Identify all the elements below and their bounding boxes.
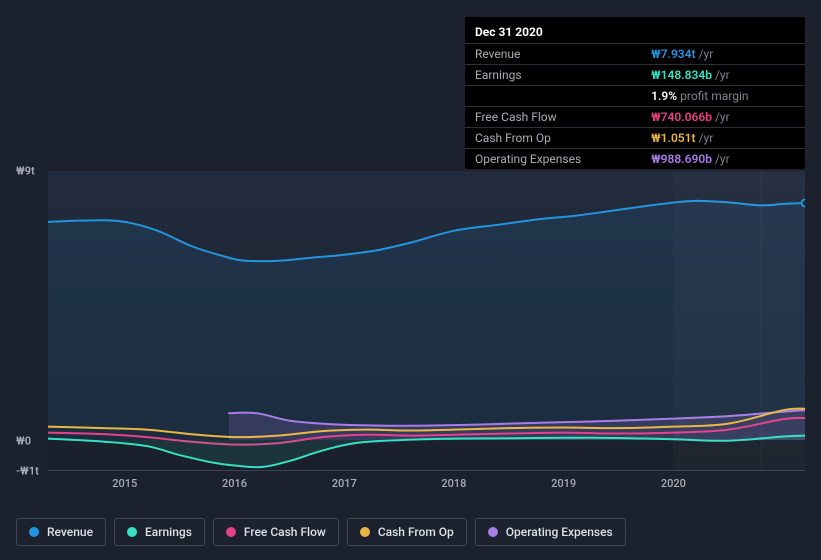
legend-item[interactable]: Revenue [16, 518, 106, 546]
forecast-highlight-band [673, 171, 805, 470]
x-axis-tick: 2020 [661, 477, 686, 490]
y-axis-tick: -₩1t [16, 465, 39, 478]
legend-label: Revenue [47, 525, 93, 539]
legend-label: Free Cash Flow [244, 525, 326, 539]
x-axis-tick: 2017 [332, 477, 357, 490]
tooltip-row-label: Operating Expenses [465, 149, 641, 170]
x-axis-tick: 2015 [112, 477, 137, 490]
tooltip-row-value: ₩740.066b/yr [641, 107, 805, 128]
y-axis-tick: ₩0 [16, 435, 31, 448]
chart-tooltip: Dec 31 2020Revenue₩7.934t/yrEarnings₩148… [465, 17, 805, 169]
legend-label: Earnings [145, 525, 192, 539]
chart-legend: Revenue Earnings Free Cash Flow Cash From O… [16, 518, 626, 546]
legend-item[interactable]: Free Cash Flow [213, 518, 339, 546]
legend-item[interactable]: Cash From Op [347, 518, 467, 546]
tooltip-row-label: Free Cash Flow [465, 107, 641, 128]
y-axis-tick: ₩9t [16, 165, 35, 178]
tooltip-row-label: Cash From Op [465, 128, 641, 149]
legend-label: Cash From Op [378, 525, 454, 539]
chart-plot-area[interactable] [48, 171, 805, 471]
tooltip-row-value: ₩148.834b/yr [641, 65, 805, 86]
tooltip-row-value: ₩988.690b/yr [641, 149, 805, 170]
tooltip-row-label [465, 86, 641, 107]
date-indicator-line [761, 171, 762, 470]
x-axis-tick: 2019 [551, 477, 576, 490]
legend-label: Operating Expenses [506, 525, 613, 539]
tooltip-date: Dec 31 2020 [465, 23, 805, 43]
legend-item[interactable]: Operating Expenses [475, 518, 626, 546]
legend-swatch [127, 527, 137, 537]
tooltip-row-label: Earnings [465, 65, 641, 86]
x-axis-tick: 2016 [222, 477, 247, 490]
tooltip-row-value: 1.9%profit margin [641, 86, 805, 107]
financials-chart: ₩9t ₩0 -₩1t 2015 2016 2017 2018 2019 2020 [16, 155, 805, 500]
legend-item[interactable]: Earnings [114, 518, 205, 546]
legend-swatch [29, 527, 39, 537]
x-axis-tick: 2018 [441, 477, 466, 490]
tooltip-row-label: Revenue [465, 44, 641, 65]
legend-swatch [488, 527, 498, 537]
legend-swatch [360, 527, 370, 537]
x-axis: 2015 2016 2017 2018 2019 2020 [48, 477, 805, 497]
legend-swatch [226, 527, 236, 537]
tooltip-row-value: ₩1.051t/yr [641, 128, 805, 149]
tooltip-row-value: ₩7.934t/yr [641, 44, 805, 65]
